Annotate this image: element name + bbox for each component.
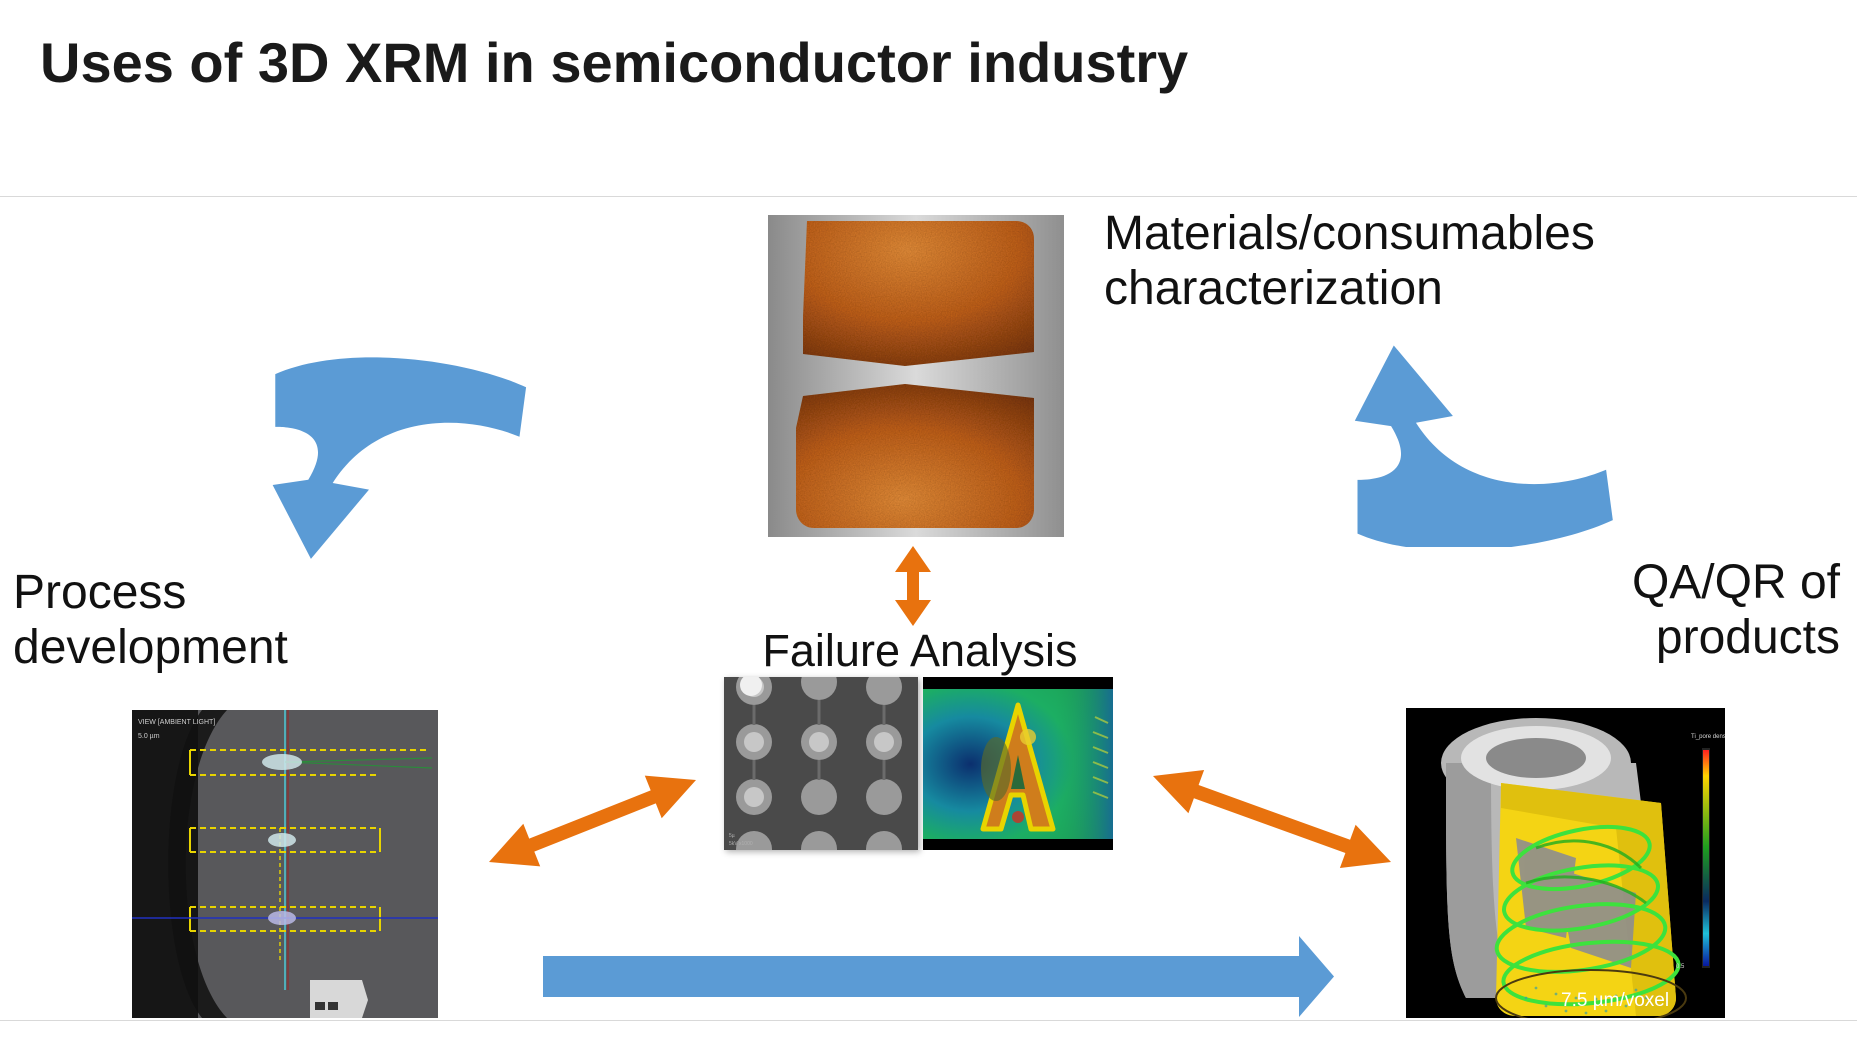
svg-text:Ti_pore densities/pct: Ti_pore densities/pct	[1691, 734, 1725, 740]
svg-text:5µ: 5µ	[729, 833, 735, 839]
svg-text:0.5: 0.5	[1676, 964, 1685, 970]
svg-text:5.0 µm: 5.0 µm	[138, 733, 160, 740]
svg-text:5kV x1000: 5kV x1000	[729, 841, 753, 847]
svg-text:7.5 µm/voxel: 7.5 µm/voxel	[1561, 990, 1669, 1011]
svg-text:VIEW [AMBIENT LIGHT]: VIEW [AMBIENT LIGHT]	[138, 719, 215, 726]
